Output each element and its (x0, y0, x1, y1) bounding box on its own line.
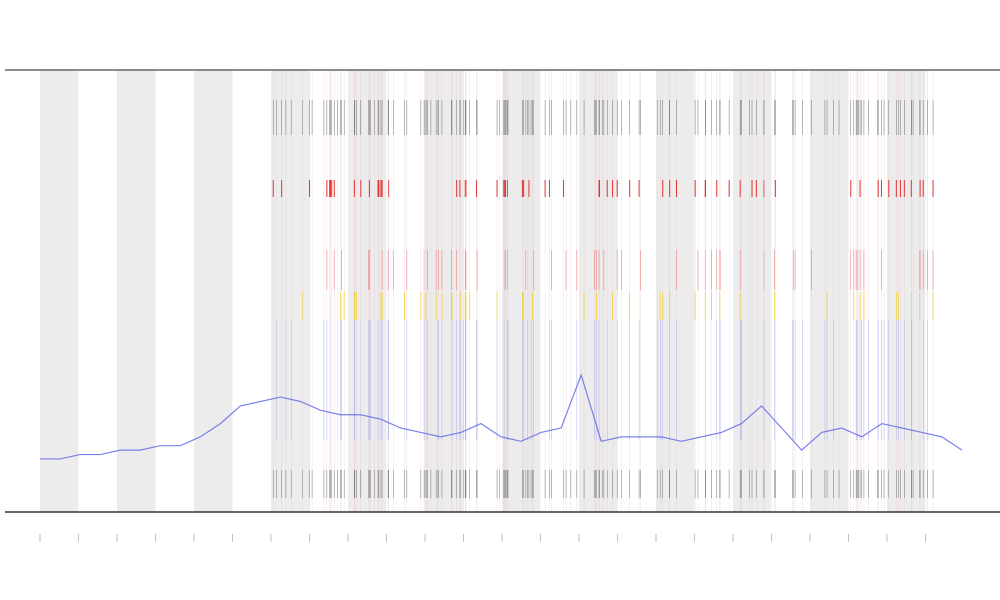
shade-band (810, 70, 849, 512)
shade-band (425, 70, 464, 512)
shade-band (502, 70, 541, 512)
shade-band (40, 70, 79, 512)
x-ticks (39, 534, 926, 542)
shade-band (656, 70, 695, 512)
plot-area (40, 373, 963, 460)
shade-band (117, 70, 156, 512)
shade-band (579, 70, 618, 512)
shade-band (194, 70, 233, 512)
event-marks (272, 70, 934, 512)
series-line (40, 373, 963, 460)
shade-band (887, 70, 926, 512)
shade-band (271, 70, 310, 512)
